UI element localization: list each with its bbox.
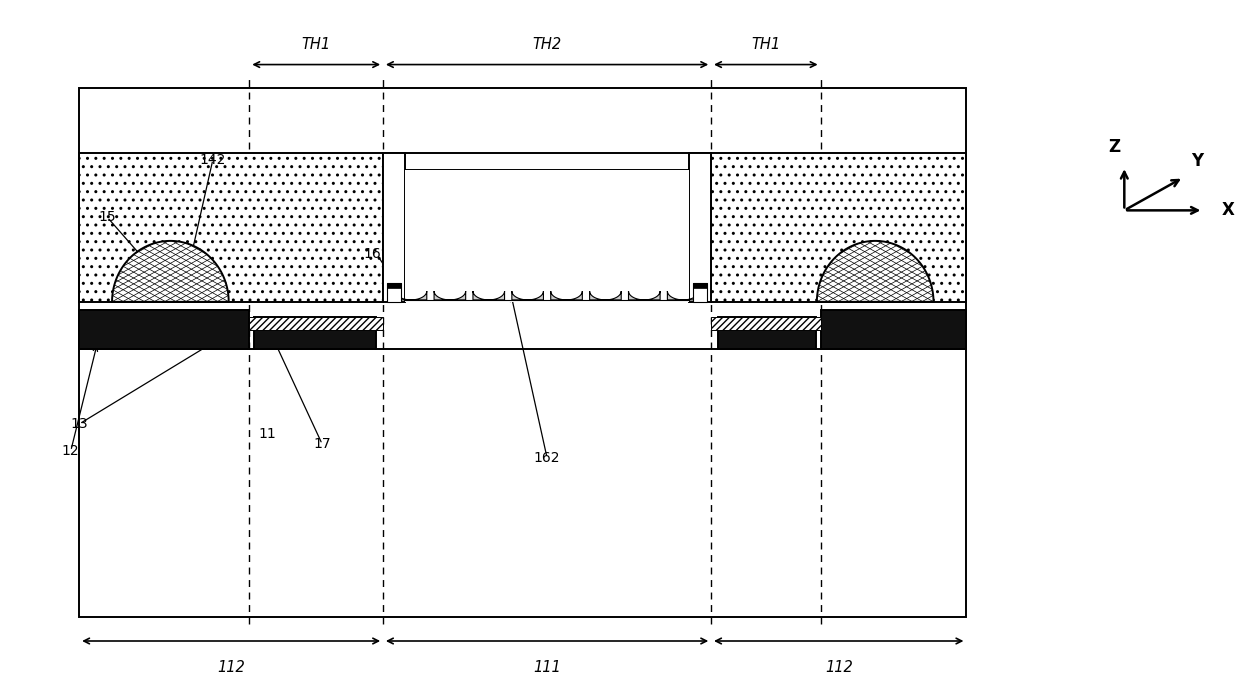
Bar xyxy=(405,170,689,302)
Polygon shape xyxy=(667,291,699,300)
Bar xyxy=(79,349,966,617)
Text: 16: 16 xyxy=(538,176,556,190)
Bar xyxy=(718,317,816,349)
Bar xyxy=(711,317,821,330)
Bar xyxy=(79,153,383,302)
Bar xyxy=(383,153,405,302)
Text: 112: 112 xyxy=(825,660,853,675)
Text: 161: 161 xyxy=(363,248,391,262)
Text: Z: Z xyxy=(1109,138,1121,156)
Bar xyxy=(689,153,711,302)
Bar xyxy=(387,283,402,302)
Polygon shape xyxy=(472,291,505,300)
Polygon shape xyxy=(817,241,934,302)
Polygon shape xyxy=(551,291,583,300)
Text: 12: 12 xyxy=(62,444,79,458)
Text: 162: 162 xyxy=(534,451,560,465)
Text: 112: 112 xyxy=(217,660,246,675)
Polygon shape xyxy=(112,241,228,302)
Bar xyxy=(387,283,402,289)
Bar xyxy=(79,310,249,349)
Text: 142: 142 xyxy=(200,152,226,167)
Text: X: X xyxy=(1221,201,1234,219)
Text: 13: 13 xyxy=(71,417,88,431)
Polygon shape xyxy=(512,291,543,300)
Bar xyxy=(821,310,966,349)
Bar xyxy=(79,89,966,617)
Text: TH1: TH1 xyxy=(751,37,780,53)
Text: TH1: TH1 xyxy=(301,37,331,53)
Polygon shape xyxy=(589,291,621,300)
Text: 111: 111 xyxy=(533,660,560,675)
Text: TH2: TH2 xyxy=(532,37,562,53)
Bar xyxy=(693,283,708,289)
Polygon shape xyxy=(396,291,427,300)
Text: 17: 17 xyxy=(314,437,331,451)
Text: 11: 11 xyxy=(259,427,277,441)
Bar xyxy=(711,153,966,302)
Bar xyxy=(249,317,383,330)
Polygon shape xyxy=(629,291,660,300)
Bar xyxy=(693,283,708,302)
Text: 15: 15 xyxy=(98,210,117,224)
Text: Y: Y xyxy=(1192,152,1204,170)
Bar xyxy=(254,317,376,349)
Polygon shape xyxy=(434,291,466,300)
Bar xyxy=(383,153,711,170)
